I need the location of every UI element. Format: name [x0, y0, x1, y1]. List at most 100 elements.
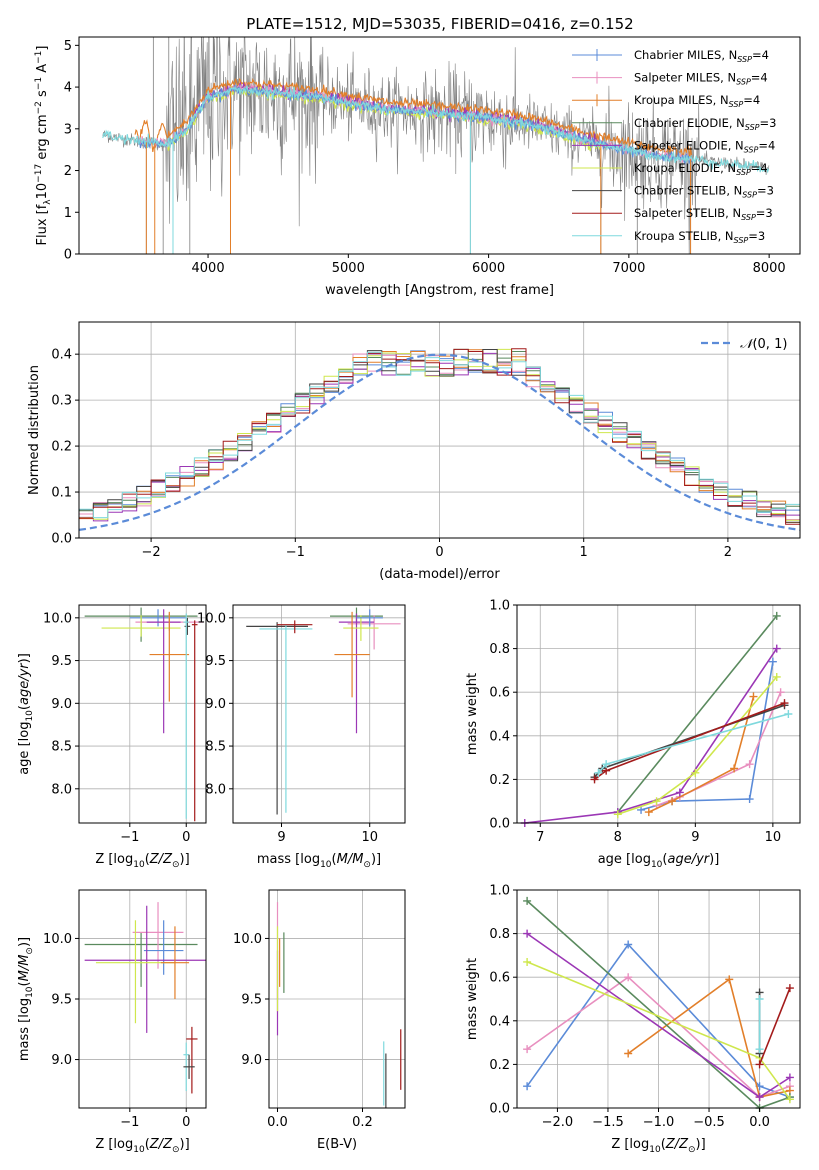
errorbar-point [132, 902, 184, 969]
massweight-series [613, 672, 781, 819]
errorbar-point [343, 615, 379, 641]
x-axis-label: Z [log10(Z/Z⊙)] [611, 1137, 705, 1155]
y-tick-label: 0.2 [489, 773, 510, 788]
y-tick-label: 9.0 [51, 697, 72, 712]
series-point [523, 929, 532, 938]
errorbar-point [146, 609, 181, 734]
series-point [755, 995, 764, 1003]
y-tick-label: 0.4 [489, 1014, 510, 1029]
series-point [652, 797, 661, 806]
errorbar-point [356, 609, 383, 627]
series-point [613, 810, 622, 819]
y-axis-label: Normed distribution [27, 365, 42, 495]
y-tick-label: 10.0 [43, 611, 72, 626]
series-point [602, 760, 611, 769]
errorbar-point [334, 611, 370, 698]
series-line [758, 987, 791, 1065]
legend-label: 𝒩(0, 1) [740, 337, 787, 352]
y-tick-label: 9.5 [205, 654, 226, 669]
y-tick-label: 8.5 [51, 740, 72, 755]
legend-label: Salpeter MILES, NSSP=4 [634, 71, 768, 87]
x-tick-label: −1.0 [643, 1115, 675, 1130]
y-axis-label: age [log10(age/yr)] [17, 653, 35, 775]
series-line [617, 676, 778, 816]
y-tick-label: 1 [64, 206, 72, 221]
y-tick-label: 0.6 [489, 971, 510, 986]
x-tick-label: 9 [277, 830, 285, 845]
x-tick-label: 4000 [192, 261, 225, 276]
model-spectrum-line [102, 84, 770, 174]
y-tick-label: 8.0 [205, 782, 226, 797]
series-point [749, 692, 758, 701]
y-tick-label: 0.6 [489, 686, 510, 701]
y-tick-label: 9.5 [51, 993, 72, 1008]
legend-label: Kroupa ELODIE, NSSP=4 [634, 161, 768, 177]
series-point [590, 775, 599, 784]
x-tick-label: −1 [286, 545, 305, 560]
y-tick-label: 9.5 [241, 993, 262, 1008]
series-point [523, 957, 532, 966]
massweight-series [594, 710, 793, 777]
series-point [755, 1093, 764, 1102]
series-point [768, 657, 777, 666]
massweight-series [755, 995, 764, 1054]
residuals-panel: −2 −1 0 1 2 0.0 0.1 0.2 0.3 0.4 (data-model)/error… [27, 321, 801, 582]
x-tick-label: 5000 [332, 261, 365, 276]
massweight-series [644, 692, 758, 817]
x-axis-label: E(B-V) [317, 1137, 357, 1152]
x-axis-label: mass [log10(M/M⊙)] [257, 852, 381, 870]
errorbar-point [149, 611, 190, 702]
y-tick-label: 10.0 [43, 932, 72, 947]
series-point [785, 984, 794, 993]
figure-title: PLATE=1512, MJD=53035, FIBERID=0416, z=0… [246, 15, 633, 33]
legend-label: Kroupa STELIB, NSSP=3 [634, 229, 765, 245]
x-axis-label: (data-model)/error [379, 567, 500, 582]
series-point [755, 1045, 764, 1054]
series-point [776, 688, 785, 697]
series-point [668, 797, 677, 806]
errorbar-point [129, 609, 187, 627]
y-tick-label: 0.4 [51, 348, 72, 363]
errorbar-point [101, 615, 181, 637]
normal-curve [79, 353, 800, 531]
y-tick-label: 0.0 [489, 817, 510, 832]
legend-label: Salpeter ELODIE, NSSP=4 [634, 138, 775, 154]
y-tick-label: 0.8 [489, 642, 510, 657]
series-line [597, 713, 789, 774]
y-tick-label: 9.0 [51, 1053, 72, 1068]
x-tick-label: 0.0 [749, 1115, 770, 1130]
massweight-series [755, 984, 794, 1069]
series-point [745, 760, 754, 769]
x-tick-label: −2 [142, 545, 161, 560]
x-tick-label: −0.5 [693, 1115, 725, 1130]
series-point [691, 768, 700, 777]
y-tick-label: 0.3 [51, 394, 72, 409]
y-tick-label: 9.0 [205, 697, 226, 712]
series-point [745, 795, 754, 804]
series-point [730, 764, 739, 773]
x-tick-label: 6000 [472, 261, 505, 276]
y-tick-label: 8.5 [205, 740, 226, 755]
x-tick-label: 9 [691, 830, 699, 845]
axes-frame [232, 604, 406, 824]
errorbar-point [160, 926, 190, 999]
series-point [772, 611, 781, 620]
errorbar-point [186, 1026, 198, 1094]
y-axis-label: mass [log10(M/M⊙)] [17, 937, 35, 1061]
errorbar-point [143, 920, 184, 975]
series-line [648, 696, 755, 813]
y-tick-label: 4 [64, 81, 72, 96]
series-line [656, 691, 782, 807]
series-point [784, 710, 793, 718]
axes-frame [78, 36, 801, 255]
series-point [772, 644, 781, 653]
age_vs_Z-panel: −1 0 8.0 8.5 9.0 9.5 10.0 Z [log10(Z/Z⊙)] age [l… [17, 604, 207, 870]
y-axis-label: mass weight [465, 673, 480, 755]
series-point [785, 1095, 794, 1104]
y-tick-label: 0.2 [489, 1058, 510, 1073]
errorbar-point [191, 620, 198, 822]
errorbar-point [259, 624, 313, 813]
x-tick-label: 8000 [753, 261, 786, 276]
series-point [675, 788, 684, 797]
series-line [524, 648, 778, 824]
